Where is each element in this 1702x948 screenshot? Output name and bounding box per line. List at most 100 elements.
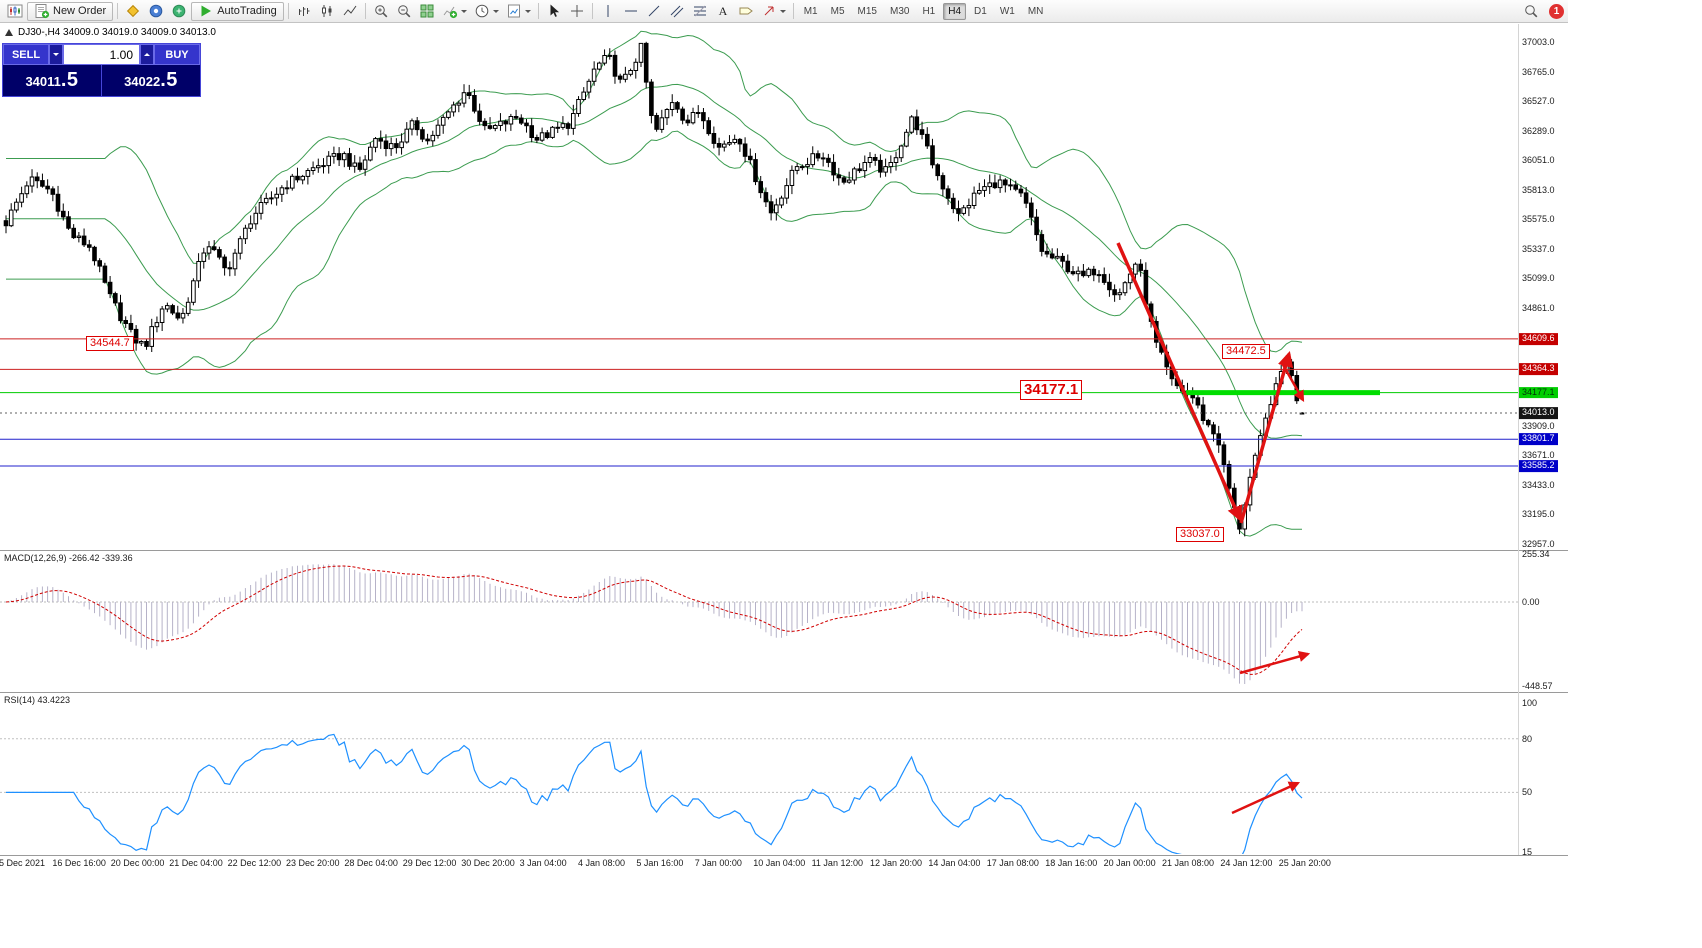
signals-button[interactable] xyxy=(168,2,190,21)
cursor-button[interactable] xyxy=(543,2,565,21)
toolbar-separator xyxy=(537,3,539,19)
vertical-line-button[interactable] xyxy=(597,2,619,21)
metaeditor-icon xyxy=(125,3,141,19)
sell-button[interactable]: SELL xyxy=(3,44,49,65)
candlestick-chart-button[interactable] xyxy=(316,2,338,21)
autotrading-icon xyxy=(198,3,214,19)
templates-button[interactable] xyxy=(503,2,534,21)
toolbar-separator xyxy=(364,3,366,19)
chevron-down-icon xyxy=(460,10,467,16)
zoom-out-button[interactable] xyxy=(393,2,415,21)
crosshair-button[interactable] xyxy=(566,2,588,21)
chart-title: DJ30-,H4 34009.0 34019.0 34009.0 34013.0 xyxy=(5,27,216,38)
price-pips: .5 xyxy=(60,69,79,91)
trend-arrow-1[interactable] xyxy=(1116,242,1243,522)
one-click-toggle-icon[interactable] xyxy=(5,29,13,36)
metaeditor-button[interactable] xyxy=(122,2,144,21)
line-chart-button[interactable] xyxy=(339,2,361,21)
bollinger-upper-band xyxy=(6,30,1303,353)
chart-window-icon xyxy=(7,3,23,19)
svg-text:A: A xyxy=(718,4,727,18)
label-icon xyxy=(738,3,754,19)
signals-icon xyxy=(171,3,187,19)
timeframe-button-D1[interactable]: D1 xyxy=(974,5,987,17)
chart-window-button[interactable] xyxy=(4,2,26,21)
buy-price[interactable]: 34022.5 xyxy=(101,65,200,96)
timeframe-button-M15[interactable]: M15 xyxy=(857,5,877,17)
timeframe-button-MN[interactable]: MN xyxy=(1027,5,1044,17)
volume-increase-button[interactable] xyxy=(140,44,154,65)
timeframe-button-H1[interactable]: H1 xyxy=(922,5,936,17)
chevron-down-icon xyxy=(492,10,499,16)
channel-button[interactable] xyxy=(666,2,688,21)
indicators-button[interactable] xyxy=(439,2,470,21)
zoom-in-button[interactable] xyxy=(370,2,392,21)
price-base: 34022 xyxy=(124,74,161,89)
autotrading-button-label: AutoTrading xyxy=(217,5,277,17)
text-icon: A xyxy=(715,3,731,19)
notification-badge[interactable]: 1 xyxy=(1549,3,1564,19)
price-pips: .5 xyxy=(160,69,178,91)
trendline-button[interactable] xyxy=(643,2,665,21)
trend-arrow-5[interactable] xyxy=(1231,781,1301,815)
fibonacci-icon xyxy=(692,3,708,19)
rsi-line xyxy=(6,733,1303,854)
volume-input[interactable] xyxy=(63,44,140,65)
bollinger-lower-band xyxy=(6,130,1303,537)
toolbar-separator xyxy=(287,3,289,19)
clock-icon xyxy=(474,3,490,19)
bar-chart-button[interactable] xyxy=(293,2,315,21)
timeframe-button-M5[interactable]: M5 xyxy=(830,5,845,17)
chevron-down-icon xyxy=(524,10,531,16)
fibonacci-button[interactable] xyxy=(689,2,711,21)
chevron-down-icon xyxy=(779,10,786,16)
search-button[interactable] xyxy=(1520,2,1542,21)
toolbar-separator xyxy=(591,3,593,19)
trend-arrow-4[interactable] xyxy=(1239,651,1311,675)
new-order-icon xyxy=(34,3,50,19)
bar-chart-icon xyxy=(296,3,312,19)
price-base: 34011 xyxy=(25,74,61,89)
candlestick-icon xyxy=(319,3,335,19)
trend-arrow-3[interactable] xyxy=(1280,362,1305,402)
new-order-button-label: New Order xyxy=(53,5,107,17)
arrows-button[interactable] xyxy=(758,2,789,21)
zoom-in-icon xyxy=(373,3,389,19)
trendline-icon xyxy=(646,3,662,19)
one-click-prices: 34011.5 34022.5 xyxy=(3,65,200,96)
tile-windows-icon xyxy=(419,3,435,19)
market-icon xyxy=(148,3,164,19)
macd-signal-line xyxy=(5,565,1303,675)
timeframe-button-M30[interactable]: M30 xyxy=(889,5,910,17)
timeframe-button-H4[interactable]: H4 xyxy=(943,2,967,20)
cursor-icon xyxy=(546,3,562,19)
sell-price[interactable]: 34011.5 xyxy=(3,65,101,96)
periods-button[interactable] xyxy=(471,2,502,21)
timeframe-button-M1[interactable]: M1 xyxy=(803,5,818,17)
candlesticks xyxy=(3,41,1305,537)
buy-button[interactable]: BUY xyxy=(154,44,200,65)
volume-decrease-button[interactable] xyxy=(49,44,63,65)
toolbar-separator xyxy=(792,3,794,19)
tile-windows-button[interactable] xyxy=(416,2,438,21)
horizontal-line-button[interactable] xyxy=(620,2,642,21)
trend-arrow-2[interactable] xyxy=(1239,350,1294,524)
rsi-label: RSI(14) 43.4223 xyxy=(4,695,71,705)
template-icon xyxy=(506,3,522,19)
search-icon xyxy=(1523,3,1539,19)
new-order-button[interactable]: New Order xyxy=(27,1,114,21)
one-click-controls: SELL BUY xyxy=(3,44,200,65)
timeframe-button-W1[interactable]: W1 xyxy=(999,5,1015,17)
autotrading-button[interactable]: AutoTrading xyxy=(191,1,284,21)
indicators-icon xyxy=(442,3,458,19)
channel-icon xyxy=(669,3,685,19)
toolbar-separator xyxy=(117,3,119,19)
market-button[interactable] xyxy=(145,2,167,21)
label-button[interactable] xyxy=(735,2,757,21)
text-button[interactable]: A xyxy=(712,2,734,21)
chart-canvas[interactable] xyxy=(0,0,1568,876)
mt4-window: New Order AutoTrading A M1 M5 M15 M30 H1 H4 D1 W1 M… xyxy=(0,0,1568,876)
horizontal-line-icon xyxy=(623,3,639,19)
vertical-line-icon xyxy=(600,3,616,19)
one-click-trading-panel: SELL BUY 34011.5 34022.5 xyxy=(2,43,201,97)
